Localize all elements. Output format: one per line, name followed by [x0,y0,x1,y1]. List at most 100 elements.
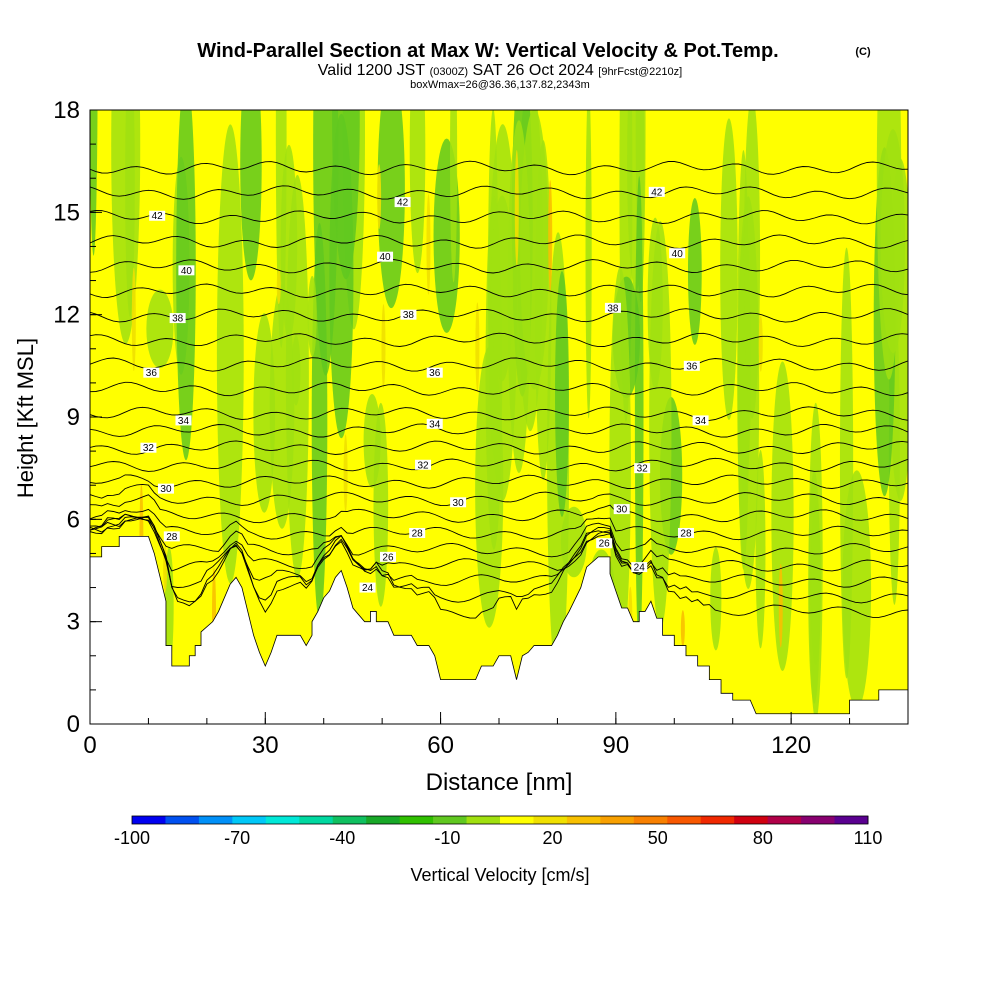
contour-label: 34 [426,418,443,430]
colorbar-swatch [198,816,233,824]
copyright-mark: (C) [855,46,871,58]
isentrope-line [90,494,908,524]
vertical-velocity-field [90,110,908,724]
contour-label-text: 32 [143,443,155,454]
contour-label-text: 38 [607,303,619,314]
colorbar-swatch [734,816,769,824]
updraft-cell [381,304,386,389]
isentrope-line [90,308,908,323]
updraft-cell [514,150,519,267]
isentrope-line [90,259,908,274]
contour-label-text: 24 [634,563,646,574]
contour-label: 34 [692,415,709,427]
x-tick-label: 60 [427,732,454,759]
contour-label: 28 [677,527,694,539]
contour-label-text: 28 [680,528,692,539]
terrain-mask [90,535,908,724]
x-axis-label: Distance [nm] [426,769,573,796]
contour-label: 36 [426,367,443,379]
subtitle-utc-time: (0300Z) [430,66,469,78]
contour-label-text: 32 [417,460,429,471]
velocity-cell [377,110,405,309]
subtitle-forecast: [9hrFcst@2210z] [598,66,682,78]
contour-label: 42 [648,186,665,198]
velocity-cell [253,313,276,513]
velocity-cell [313,110,339,376]
y-tick-label: 6 [67,506,80,533]
chart-title: Wind-Parallel Section at Max W: Vertical… [197,40,778,62]
velocity-cell [649,221,672,630]
y-axis-label: Height [Kft MSL] [13,338,38,498]
isentrope-line [90,209,908,225]
velocity-cell [409,110,426,274]
contour-label-text: 36 [686,361,698,372]
contour-label-text: 34 [178,416,190,427]
contour-label-text: 28 [412,528,424,539]
colorbar-tick-label: -40 [329,828,355,848]
contour-label-text: 40 [672,249,684,260]
velocity-cell [125,110,135,317]
isentrope-line [90,160,908,176]
contour-label-text: 34 [429,419,441,430]
contour-label-text: 42 [152,211,164,222]
contour-label: 38 [169,313,186,325]
chart-subtitle-2: boxWmax=26@36.36,137.82,2343m [410,79,590,91]
colorbar-tick-label: 80 [753,828,773,848]
colorbar-tick-label: -10 [434,828,460,848]
contour-label: 26 [379,551,396,563]
y-axis: 0 3 6 9 12 15 18 [53,97,102,738]
updraft-cell [758,315,763,372]
contour-label: 42 [149,210,166,222]
velocity-cell [490,195,514,382]
updraft-cell [276,268,281,305]
colorbar-swatch [566,816,601,824]
isentrope-line [90,516,908,588]
contour-label-text: 42 [397,198,409,209]
chart-subtitle: Valid 1200 JST (0300Z) SAT 26 Oct 2024 [… [318,62,682,79]
subtitle-valid-time: Valid 1200 JST [318,62,426,79]
contour-label-text: 30 [453,498,465,509]
velocity-cell [710,547,722,651]
colorbar-label: Vertical Velocity [cm/s] [410,865,589,885]
velocity-cell [560,506,587,578]
updraft-cell [426,194,431,295]
colorbar-swatch [767,816,802,824]
contour-label: 30 [613,504,630,516]
colorbar-swatch [667,816,702,824]
contour-label-text: 30 [616,505,628,516]
x-tick-label: 90 [603,732,630,759]
velocity-cell [880,129,906,354]
isentrope-line [90,234,908,249]
updraft-cell [475,302,480,392]
contour-label: 30 [450,497,467,509]
contour-label: 40 [178,265,195,277]
isentrope-line [90,515,908,604]
colorbar-tick-label: 20 [543,828,563,848]
contour-label: 28 [163,531,180,543]
contour-label: 40 [377,251,394,263]
isentrope-line [90,185,908,200]
velocity-cell [842,470,872,709]
isentrope-line [90,283,908,298]
updraft-cell [377,164,382,230]
colorbar-swatch [265,816,300,824]
isentrope-line [90,513,908,558]
isentrope-line [90,381,908,397]
velocity-cell [146,289,174,369]
colorbar-swatch [466,816,501,824]
isentrope-line [90,440,908,455]
contour-label: 32 [634,463,651,475]
velocity-cell [216,124,244,584]
colorbar-swatch [500,816,534,824]
contour-label-text: 36 [146,368,158,379]
velocity-cell [720,118,738,420]
velocity-cell [90,110,98,256]
colorbar-tick-label: -70 [224,828,250,848]
contour-label-text: 26 [382,552,394,563]
x-tick-label: 0 [83,732,96,759]
colorbar-tick-label: 110 [854,828,883,848]
y-tick-label: 15 [53,199,80,226]
colorbar-swatch [834,816,869,824]
contour-label-text: 42 [651,187,663,198]
updraft-cell [548,180,553,292]
